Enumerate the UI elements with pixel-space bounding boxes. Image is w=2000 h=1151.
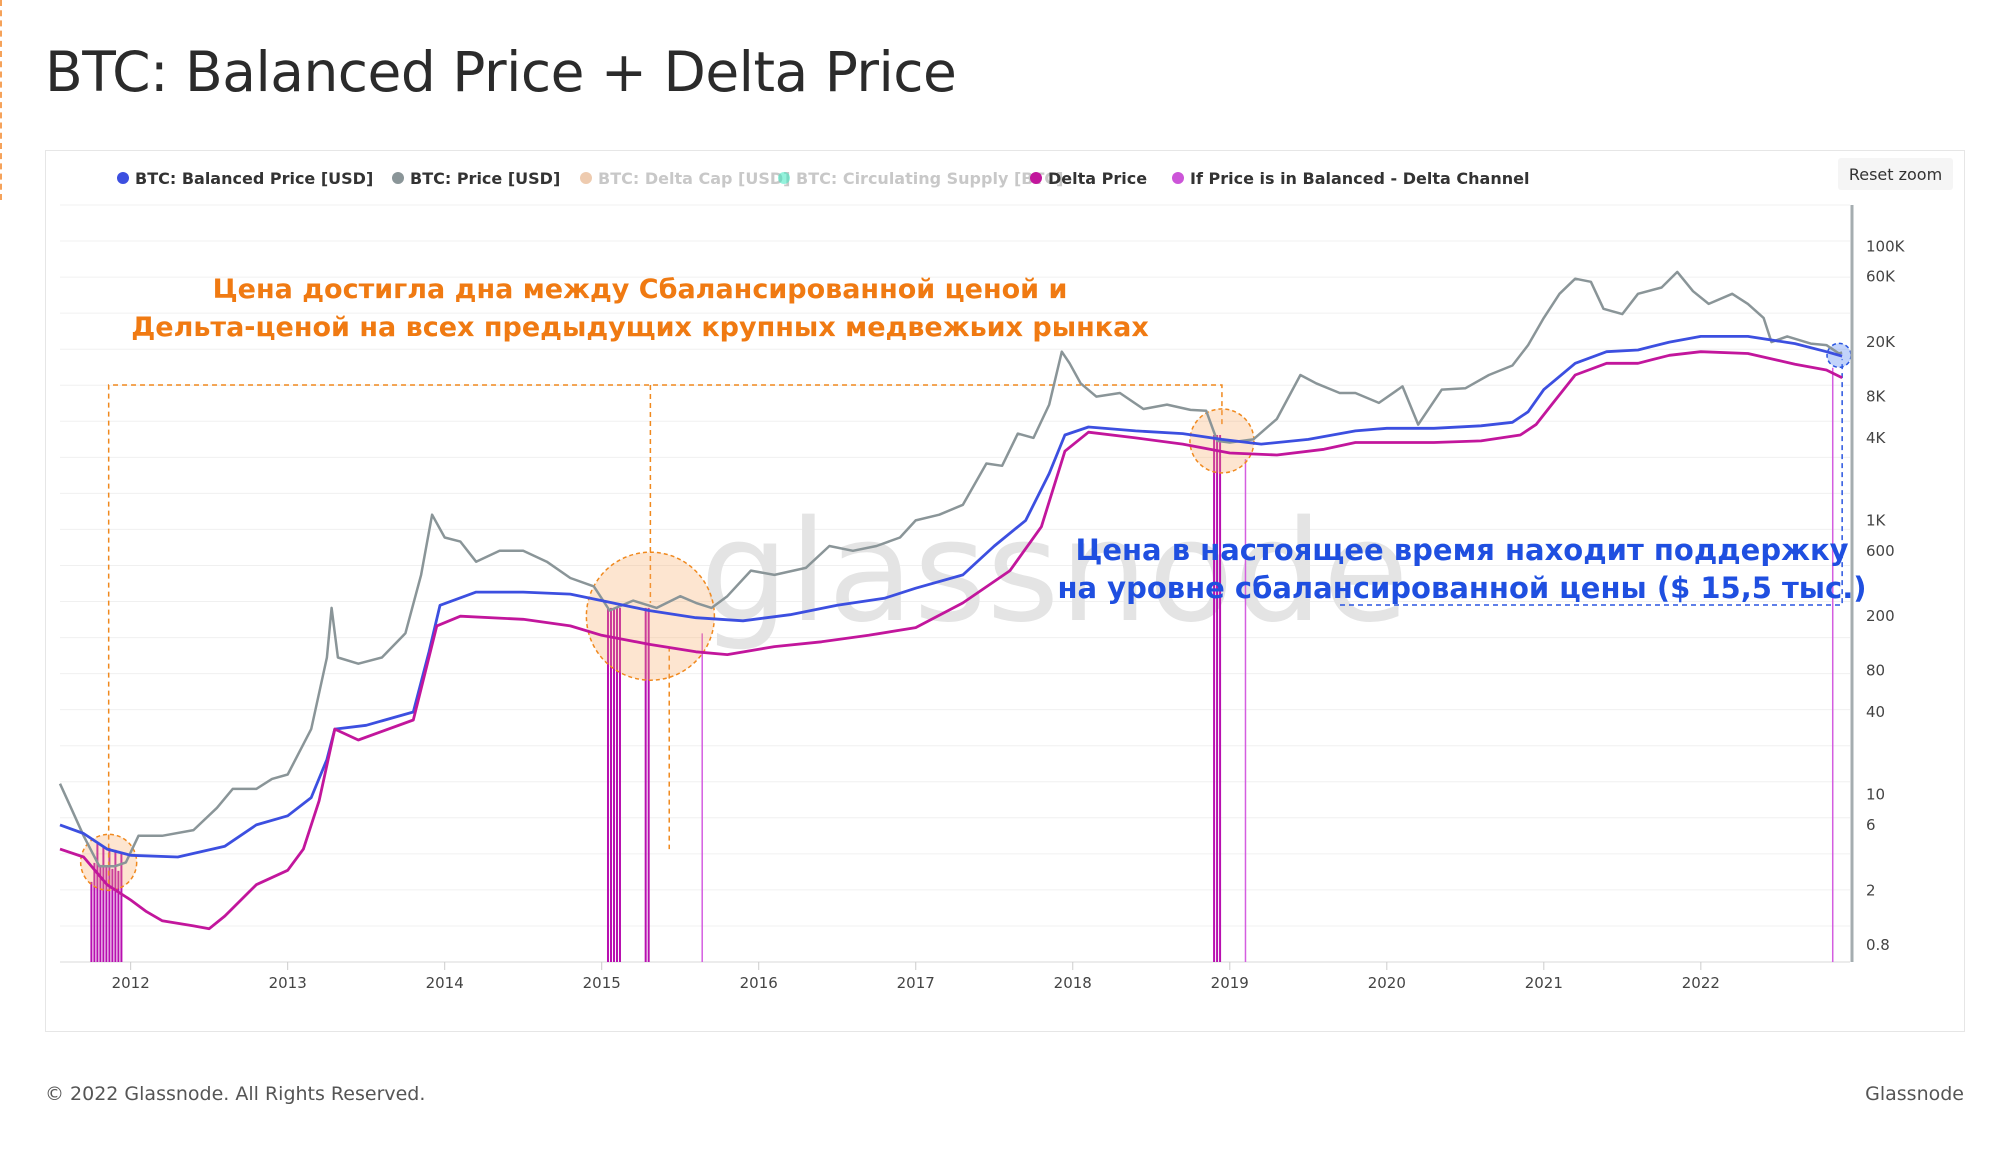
y-tick-label: 1K xyxy=(1866,511,1887,529)
x-tick-label: 2015 xyxy=(583,974,621,992)
annotations: Цена достигла дна между Сбалансированной… xyxy=(131,274,1866,605)
orange-guide-line xyxy=(107,384,1223,885)
legend: BTC: Balanced Price [USD] BTC: Price [USD… xyxy=(117,169,1529,188)
y-tick-label: 4K xyxy=(1866,429,1887,447)
x-tick-label: 2019 xyxy=(1211,974,1249,992)
legend-marker xyxy=(1172,172,1184,184)
series-line xyxy=(58,270,1843,868)
y-tick-label: 6 xyxy=(1866,816,1876,834)
x-tick-label: 2017 xyxy=(897,974,935,992)
legend-item[interactable]: BTC: Balanced Price [USD] xyxy=(117,169,373,188)
y-tick-label: 100K xyxy=(1866,237,1906,255)
legend-label: If Price is in Balanced - Delta Channel xyxy=(1190,169,1529,188)
y-tick-label: 2 xyxy=(1866,881,1876,899)
left-accent-rule xyxy=(0,0,2,200)
reset-zoom-button[interactable]: Reset zoom xyxy=(1838,158,1953,190)
y-tick-label: 10 xyxy=(1866,786,1885,804)
x-tick-label: 2016 xyxy=(740,974,778,992)
y-tick-label: 60K xyxy=(1866,268,1896,286)
highlight-circles xyxy=(79,342,1852,892)
x-tick-label: 2018 xyxy=(1054,974,1092,992)
x-tick-label: 2013 xyxy=(269,974,307,992)
legend-label: BTC: Price [USD] xyxy=(410,169,560,188)
page-title: BTC: Balanced Price + Delta Price xyxy=(45,40,957,104)
legend-item[interactable]: If Price is in Balanced - Delta Channel xyxy=(1172,169,1529,188)
legend-label: BTC: Delta Cap [USD] xyxy=(598,169,790,188)
legend-item[interactable]: BTC: Price [USD] xyxy=(392,169,560,188)
x-tick-label: 2021 xyxy=(1525,974,1563,992)
y-tick-label: 20K xyxy=(1866,333,1896,351)
y-tick-label: 200 xyxy=(1866,607,1895,625)
chart-frame xyxy=(45,150,1965,1032)
legend-label: BTC: Circulating Supply [BTC] xyxy=(796,169,1063,188)
legend-item[interactable]: BTC: Circulating Supply [BTC] xyxy=(778,169,1063,188)
legend-marker xyxy=(580,172,592,184)
y-tick-label: 600 xyxy=(1866,542,1895,560)
annotation-orange: Цена достигла дна между Сбалансированной… xyxy=(213,274,1068,305)
y-tick-label: 0.8 xyxy=(1866,936,1890,954)
series-line xyxy=(59,335,1843,859)
x-axis: 2012 2013 2014 2015 2016 2017 2018 2019 2020 2021… xyxy=(112,962,1720,992)
annotation-blue: на уровне сбалансированной цены ($ 15,5 … xyxy=(1057,571,1866,605)
guide-lines xyxy=(107,359,1843,885)
legend-marker xyxy=(117,172,129,184)
y-tick-label: 8K xyxy=(1866,388,1887,406)
y-axis: 100K 60K 20K 8K 4K 1K 600 200 80 40 10 6 2 0.8 xyxy=(1850,205,1906,962)
series-line xyxy=(59,350,1843,931)
x-tick-label: 2022 xyxy=(1682,974,1720,992)
legend-marker xyxy=(778,172,790,184)
y-tick-label: 80 xyxy=(1866,662,1885,680)
y-tick-label: 40 xyxy=(1866,703,1885,721)
legend-label: Delta Price xyxy=(1048,169,1147,188)
blue-guide-line xyxy=(1340,359,1843,606)
legend-item[interactable]: Delta Price xyxy=(1030,169,1147,188)
annotation-orange: Дельта-ценой на всех предыдущих крупных … xyxy=(131,312,1149,343)
highlight-circle xyxy=(79,833,138,892)
legend-item[interactable]: BTC: Delta Cap [USD] xyxy=(580,169,790,188)
brand-text: Glassnode xyxy=(1865,1083,1964,1105)
highlight-circle xyxy=(585,551,716,681)
x-tick-label: 2014 xyxy=(426,974,464,992)
copyright-text: © 2022 Glassnode. All Rights Reserved. xyxy=(45,1083,426,1105)
x-tick-label: 2012 xyxy=(112,974,150,992)
legend-marker xyxy=(1030,172,1042,184)
channel-bars xyxy=(90,367,1834,962)
x-tick-label: 2020 xyxy=(1368,974,1406,992)
legend-label: BTC: Balanced Price [USD] xyxy=(135,169,373,188)
watermark: glassnode xyxy=(700,491,1409,654)
annotation-blue: Цена в настоящее время находит поддержку xyxy=(1075,533,1848,567)
legend-marker xyxy=(392,172,404,184)
grid-lines xyxy=(60,204,1850,963)
series-lines xyxy=(58,270,1843,931)
